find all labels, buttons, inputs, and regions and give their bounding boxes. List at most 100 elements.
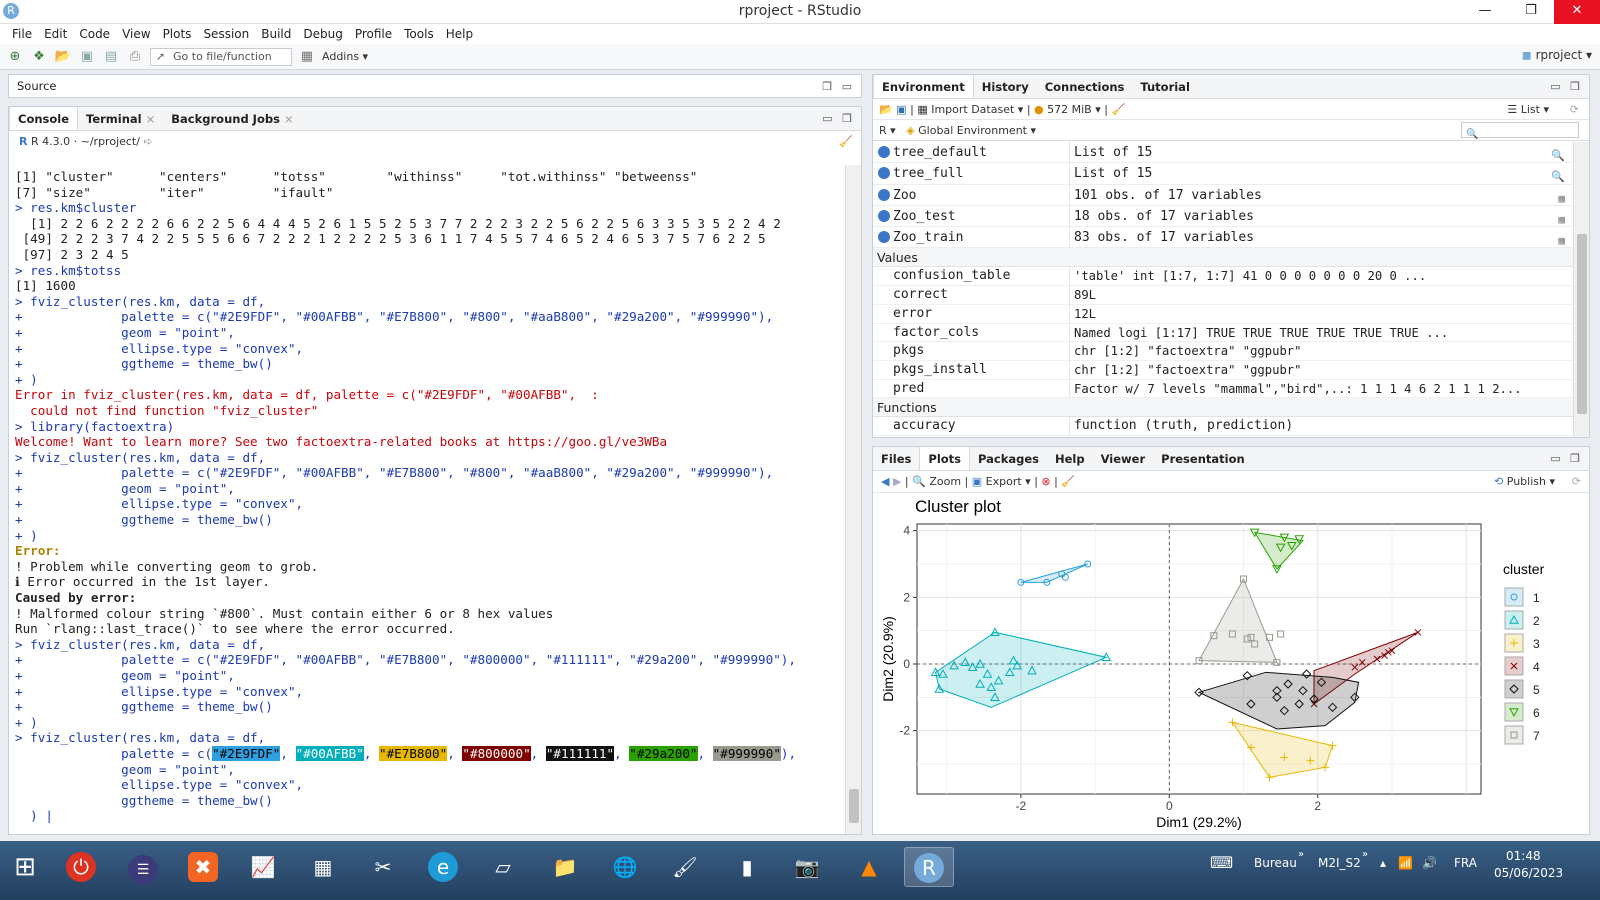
console-output[interactable]: [1] "cluster" "centers" "totss" "withins… (9, 165, 843, 834)
env-data-row[interactable]: Zoo 101 obs. of 17 variables ▦ (873, 184, 1573, 206)
windows-start-icon[interactable]: ⊞ (14, 852, 36, 882)
broom-icon[interactable]: 🧹 (1111, 103, 1126, 116)
view-list-icon[interactable]: 🔍 (1551, 170, 1565, 184)
terminal-app-icon[interactable]: ▮ (741, 855, 753, 879)
env-value-row[interactable]: correct 89L (873, 286, 1573, 305)
env-data-row[interactable]: tree_full List of 15 🔍 (873, 163, 1573, 185)
expand-icon[interactable] (878, 188, 890, 201)
goto-dir-icon[interactable]: ➪ (143, 135, 153, 148)
pane-minmax-icon[interactable]: ▭ ❐ (822, 112, 855, 125)
menu-help[interactable]: Help (445, 27, 474, 41)
close-button[interactable]: ✕ (1554, 0, 1600, 24)
tab-history[interactable]: History (981, 80, 1029, 94)
refresh-icon[interactable]: ⟳ (1571, 475, 1581, 488)
menu-tools[interactable]: Tools (404, 27, 434, 41)
env-data-row[interactable]: Zoo_train 83 obs. of 17 variables ▦ (873, 227, 1573, 249)
volume-icon[interactable]: 🔊 (1422, 856, 1437, 870)
view-list-icon[interactable]: 🔍 (1551, 149, 1565, 162)
env-value-row[interactable]: confusion_table 'table' int [1:7, 1:7] 41… (873, 267, 1573, 287)
view-table-icon[interactable]: ▦ (1558, 191, 1565, 205)
menu-file[interactable]: File (12, 27, 33, 41)
language-indicator[interactable]: FRA (1454, 856, 1477, 870)
file-explorer-icon[interactable]: 📁 (552, 855, 578, 879)
menu-plots[interactable]: Plots (162, 27, 192, 41)
goto-file-input[interactable]: ➚ Go to file/function (150, 47, 292, 66)
scroll-thumb[interactable] (1577, 234, 1587, 414)
chevron-icon[interactable]: » (1362, 849, 1369, 860)
rstudio-taskbar-icon[interactable]: R (904, 847, 954, 887)
chevron-icon[interactable]: » (1298, 849, 1305, 860)
menu-build[interactable]: Build (261, 27, 292, 41)
save-workspace-icon[interactable]: ▣ (896, 103, 907, 116)
clock-time[interactable]: 01:48 (1506, 849, 1541, 863)
paint-app-icon[interactable]: 🖌 (672, 855, 698, 879)
view-mode-menu[interactable]: ☰ List ▾ (1507, 103, 1549, 116)
remove-plot-icon[interactable]: ⊗ (1041, 475, 1051, 488)
export-button[interactable]: ▣ Export ▾ (971, 475, 1031, 488)
tab-help[interactable]: Help (1055, 452, 1085, 466)
zoom-button[interactable]: 🔍 Zoom (912, 475, 961, 488)
save-icon[interactable]: ▣ (80, 48, 94, 64)
expand-icon[interactable] (878, 167, 890, 180)
pane-maximize-icon[interactable]: ❐ ▭ (822, 80, 855, 93)
tab-files[interactable]: Files (881, 452, 912, 466)
menu-view[interactable]: View (122, 27, 151, 41)
tray-expand-icon[interactable]: ▴ (1380, 856, 1387, 870)
menu-edit[interactable]: Edit (44, 27, 68, 41)
tab-viewer[interactable]: Viewer (1100, 452, 1146, 466)
new-project-icon[interactable]: ❖ (33, 48, 45, 64)
env-value-row[interactable]: error 12L (873, 304, 1573, 324)
menu-code[interactable]: Code (79, 27, 111, 41)
notes-icon[interactable]: ▱ (495, 855, 511, 879)
expand-icon[interactable] (878, 231, 890, 244)
addins-menu[interactable]: Addins ▾ (322, 50, 369, 63)
expand-icon[interactable] (878, 146, 890, 158)
minimize-button[interactable]: — (1478, 3, 1492, 18)
env-function-row[interactable]: accuracy function (truth, prediction) (873, 417, 1573, 436)
restore-button[interactable]: ❐ (1525, 3, 1537, 18)
tab-background-jobs[interactable]: Background Jobs × (163, 107, 301, 130)
eclipse-icon[interactable]: ☰ (118, 847, 168, 887)
snipping-tool-icon[interactable]: ✂ (374, 855, 392, 879)
camera-app-icon[interactable]: 📷 (794, 855, 820, 879)
env-data-row[interactable]: tree_default List of 15 🔍 (873, 142, 1573, 164)
memory-usage[interactable]: ● 572 MiB ▾ (1034, 103, 1101, 116)
keyboard-icon[interactable]: ⌨ (1210, 853, 1234, 872)
tab-tutorial[interactable]: Tutorial (1140, 80, 1190, 94)
working-dir[interactable]: ~/rproject/ (80, 135, 140, 148)
tab-connections[interactable]: Connections (1044, 80, 1125, 94)
grid-layout-icon[interactable]: ▦ (300, 48, 314, 64)
refresh-icon[interactable]: ⟳ (1569, 103, 1579, 116)
publish-button[interactable]: ⟲ Publish ▾ (1494, 475, 1555, 488)
broom-icon[interactable]: 🧹 (1061, 475, 1076, 488)
expand-icon[interactable] (878, 209, 890, 222)
env-value-row[interactable]: pred Factor w/ 7 levels "mammal","bird",.… (873, 379, 1573, 399)
tab-terminal[interactable]: Terminal × (78, 107, 163, 130)
bureau-toolbar[interactable]: Bureau (1254, 856, 1297, 870)
tab-environment[interactable]: Environment (873, 75, 974, 98)
env-search-input[interactable]: 🔍 (1461, 122, 1579, 140)
view-table-icon[interactable]: ▦ (1558, 234, 1565, 248)
close-icon[interactable]: × (145, 112, 156, 126)
menu-debug[interactable]: Debug (303, 27, 343, 41)
env-value-row[interactable]: pkgs_install chr [1:2] "factoextra" "ggpu… (873, 360, 1573, 380)
network-icon[interactable]: 📶 (1398, 856, 1413, 870)
env-data-row[interactable]: Zoo_test 18 obs. of 17 variables ▦ (873, 205, 1573, 228)
forward-arrow-icon[interactable]: ▶ (892, 475, 902, 488)
console-scrollbar[interactable] (845, 165, 861, 834)
language-selector[interactable]: R ▾ (879, 124, 896, 137)
clear-console-icon[interactable]: 🧹 (839, 135, 853, 148)
tab-console[interactable]: Console (9, 107, 79, 130)
folder-toolbar[interactable]: M2I_S2 (1318, 856, 1361, 870)
env-scrollbar[interactable] (1573, 142, 1589, 437)
open-file-icon[interactable]: 📂 (54, 48, 72, 64)
back-arrow-icon[interactable]: ◀ (881, 475, 890, 488)
xampp-icon[interactable]: ✖ (178, 847, 228, 887)
tab-presentation[interactable]: Presentation (1161, 452, 1245, 466)
scope-selector[interactable]: ◈ Global Environment ▾ (906, 124, 1037, 137)
power-app-icon[interactable]: ⏻ (56, 847, 106, 887)
tab-packages[interactable]: Packages (978, 452, 1039, 466)
env-value-row[interactable]: factor_cols Named logi [1:17] TRUE TRUE T… (873, 323, 1573, 343)
monitor-app-icon[interactable]: 📈 (250, 855, 276, 879)
calculator-icon[interactable]: ▦ (313, 855, 333, 879)
